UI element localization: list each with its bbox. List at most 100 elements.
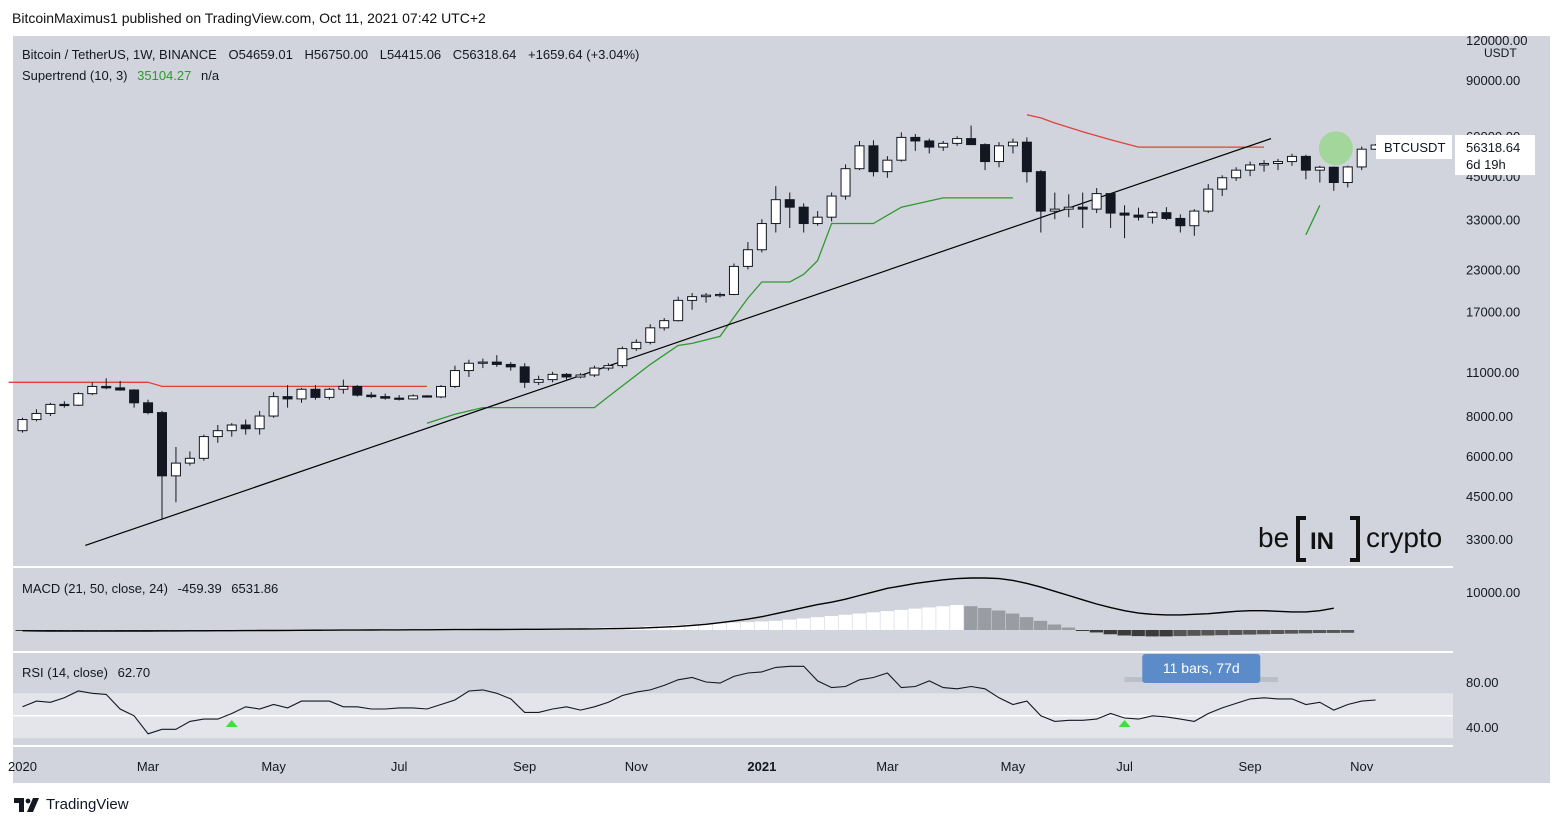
candle-up [812, 216, 823, 225]
candle-down [491, 361, 502, 365]
macd-histogram-bar [936, 606, 950, 630]
measure-label-box [1142, 654, 1261, 683]
y-tick-label: 3300.00 [1466, 532, 1513, 547]
candle-down [310, 388, 321, 398]
y-tick-label: 17000.00 [1466, 304, 1520, 319]
svg-text:RSI (14, close) 62.70: RSI (14, close) 62.70 [22, 665, 150, 680]
candle-down [422, 395, 433, 398]
watermark-in: IN [1310, 528, 1334, 555]
macd-histogram-bar [1033, 620, 1048, 630]
highlight-circle [1318, 131, 1353, 166]
x-tick-label: May [261, 759, 286, 774]
candle-up [338, 385, 349, 390]
candle-up [742, 249, 753, 267]
supertrend-na: n/a [201, 68, 220, 83]
rsi-y-tick: 80.00 [1466, 675, 1499, 690]
candle-up [896, 136, 907, 161]
price-tag-countdown: 6d 19h [1466, 157, 1506, 172]
supertrend-down-line [8, 381, 427, 388]
macd-y-tick: 10000.00 [1466, 585, 1520, 600]
x-tick-label: Jul [1116, 759, 1133, 774]
y-tick-label: 4500.00 [1466, 489, 1513, 504]
candle-up [268, 396, 279, 417]
legend-low: 54415.06 [387, 47, 441, 62]
tradingview-logo-icon [14, 797, 39, 812]
macd-histogram-bar [1257, 630, 1271, 635]
candle-up [575, 374, 586, 378]
macd-histogram-bar [894, 609, 908, 630]
y-tick-label: 23000.00 [1466, 262, 1520, 277]
x-tick-label: May [1001, 759, 1026, 774]
macd-histogram-bar [978, 608, 992, 630]
macd-histogram-bar [1089, 630, 1104, 633]
candle-up [1342, 166, 1353, 184]
candle-up [1063, 206, 1074, 210]
x-tick-label: 2020 [8, 759, 37, 774]
candle-up [1049, 208, 1060, 212]
ascending-trendline [85, 138, 1272, 547]
candle-up [254, 415, 265, 430]
candle-up [617, 348, 628, 367]
candle-down [1105, 193, 1116, 214]
candle-down [519, 366, 530, 383]
macd-histogram-bar [782, 619, 797, 630]
candle-down [1175, 217, 1186, 227]
candle-down [1119, 212, 1130, 216]
macd-histogram-bar [1201, 630, 1215, 636]
macd-histogram-bar [1187, 630, 1201, 636]
candle-up [701, 294, 712, 298]
macd-histogram-bar [1131, 630, 1145, 637]
candle-down [129, 389, 140, 404]
supertrend-name: Supertrend (10, 3) [22, 68, 128, 83]
candle-down [143, 402, 154, 414]
candle-up [826, 195, 837, 218]
macd-hist-value: -459.39 [178, 581, 222, 596]
macd-histogram-bar [1047, 624, 1062, 630]
candle-up [1273, 161, 1283, 165]
candle-up [45, 403, 56, 414]
candle-down [1077, 206, 1088, 210]
candle-down [1035, 171, 1046, 212]
time-axis [13, 747, 1453, 783]
y-tick-label: 33000.00 [1466, 212, 1520, 227]
candle-up [1189, 210, 1200, 227]
y-tick-label: 6000.00 [1466, 449, 1513, 464]
candle-up [449, 370, 460, 387]
candle-up [87, 385, 98, 395]
macd-histogram-bar [838, 614, 852, 630]
candle-up [184, 457, 195, 464]
tradingview-brand: TradingView [46, 796, 129, 813]
macd-histogram-bar [824, 615, 838, 630]
candle-up [408, 395, 419, 400]
candle-up [770, 199, 781, 225]
candle-down [157, 412, 167, 477]
rsi-name: RSI (14, close) [22, 665, 108, 680]
candle-up [854, 145, 865, 170]
macd-line-value: 6531.86 [231, 581, 278, 596]
candle-down [798, 206, 809, 225]
y-tick-label: 11000.00 [1466, 365, 1519, 380]
macd-name: MACD (21, 50, close, 24) [22, 581, 168, 596]
macd-histogram-bar [922, 607, 936, 630]
macd-histogram-bar [1019, 617, 1034, 630]
legend-high: 56750.00 [314, 47, 368, 62]
legend-close: 56318.64 [462, 47, 516, 62]
candle-up [603, 365, 614, 369]
candle-up [1245, 164, 1256, 171]
x-tick-label: Sep [1239, 759, 1262, 774]
candle-down [1161, 212, 1172, 219]
last-price-tag: BTCUSDT 56318.64 6d 19h [1376, 135, 1535, 175]
main-pane [13, 36, 1453, 566]
supertrend-up-line [426, 197, 1013, 424]
legend-open: 54659.01 [239, 47, 293, 62]
legend-close-key: C [453, 47, 462, 62]
macd-histogram-bar [713, 623, 727, 630]
candle-down [394, 397, 405, 400]
x-tick-label: Jul [391, 759, 408, 774]
x-tick-label: Nov [1350, 759, 1374, 774]
candle-up [226, 424, 237, 432]
macd-histogram-bar [726, 622, 741, 630]
y-unit-label: USDT [1484, 46, 1517, 60]
watermark-crypto: crypto [1366, 522, 1442, 553]
